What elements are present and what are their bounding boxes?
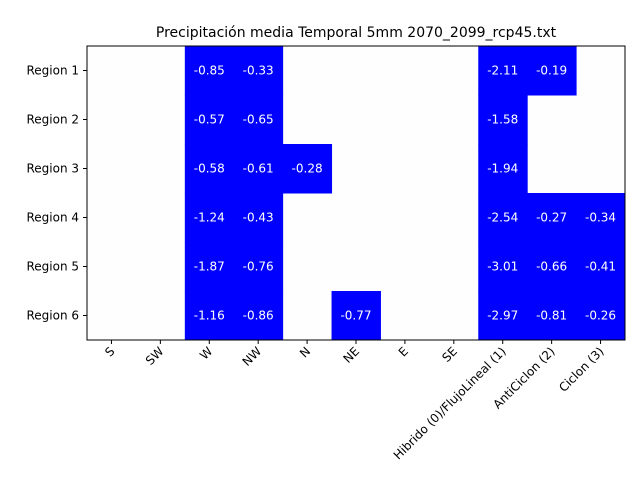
cell-value-label: -0.61 [243, 162, 274, 176]
heatmap-cell [478, 291, 528, 341]
cell-value-label: -0.26 [585, 309, 616, 323]
heatmap-cell [184, 291, 235, 341]
cell-value-label: -0.65 [243, 113, 274, 127]
cell-value-label: -3.01 [487, 260, 518, 274]
cell-value-label: -0.41 [585, 260, 616, 274]
cell-value-label: -0.27 [536, 211, 567, 225]
heatmap-cell [478, 242, 528, 292]
heatmap-cell [233, 242, 284, 292]
chart-title: Precipitación media Temporal 5mm 2070_20… [156, 25, 557, 41]
cell-value-label: -1.16 [194, 309, 225, 323]
y-tick-label: Region 5 [26, 260, 79, 274]
x-tick-label: Ciclon (3) [556, 344, 606, 394]
heatmap-cell [478, 144, 528, 194]
cell-value-label: -1.94 [487, 162, 518, 176]
cell-value-label: -0.58 [194, 162, 225, 176]
heatmap-cell [527, 291, 577, 341]
heatmap-cell [184, 193, 235, 243]
heatmap-cell [331, 291, 381, 341]
cell-value-label: -1.87 [194, 260, 225, 274]
y-tick-label: Region 3 [26, 162, 79, 176]
y-tick-label: Region 1 [26, 64, 79, 78]
heatmap-cell [478, 46, 528, 96]
cell-value-label: -1.58 [487, 113, 518, 127]
heatmap-cell [527, 242, 577, 292]
heatmap-cell [184, 242, 235, 292]
heatmap-cells [87, 46, 626, 341]
cell-value-label: -0.86 [243, 309, 274, 323]
heatmap-cell [576, 193, 626, 243]
cell-value-label: -0.33 [243, 64, 274, 78]
heatmap-cell [233, 144, 284, 194]
cell-value-label: -0.28 [292, 162, 323, 176]
cell-value-label: -0.85 [194, 64, 225, 78]
heatmap-cell [233, 95, 284, 145]
heatmap-cell [184, 144, 235, 194]
heatmap-cell [282, 144, 333, 194]
x-tick-label: NW [240, 344, 265, 369]
heatmap-cell [527, 46, 577, 96]
cell-value-label: -1.24 [194, 211, 225, 225]
cell-value-label: -0.34 [585, 211, 616, 225]
heatmap-cell [233, 291, 284, 341]
y-axis-ticks: Region 1 Region 2 Region 3 Region 4 Region 5… [26, 64, 87, 323]
heatmap-cell-labels: -0.85 -0.33 -2.11 -0.19 -0.57 -0.65 -1.58 -0.58… [194, 64, 616, 323]
y-tick-label: Region 6 [26, 309, 79, 323]
heatmap-cell [233, 46, 284, 96]
y-tick-label: Region 4 [26, 211, 79, 225]
cell-value-label: -0.43 [243, 211, 274, 225]
cell-value-label: -0.77 [340, 309, 371, 323]
x-tick-label: N [297, 344, 313, 360]
x-tick-label: S [102, 344, 117, 359]
y-tick-label: Region 2 [26, 113, 79, 127]
x-tick-label: SE [439, 344, 460, 365]
cell-value-label: -2.54 [487, 211, 518, 225]
cell-value-label: -0.76 [243, 260, 274, 274]
cell-value-label: -2.11 [487, 64, 518, 78]
heatmap-cell [576, 291, 626, 341]
x-tick-label: E [396, 344, 411, 359]
x-tick-label: NE [341, 344, 363, 366]
heatmap-cell [233, 193, 284, 243]
x-tick-label: W [197, 344, 215, 362]
heatmap-cell [184, 95, 235, 145]
cell-value-label: -0.81 [536, 309, 567, 323]
cell-value-label: -0.19 [536, 64, 567, 78]
heatmap-cell [184, 46, 235, 96]
heatmap-cell [527, 193, 577, 243]
cell-value-label: -0.66 [536, 260, 567, 274]
cell-value-label: -0.57 [194, 113, 225, 127]
x-tick-label: SW [143, 344, 167, 368]
heatmap-cell [478, 95, 528, 145]
heatmap-cell [576, 242, 626, 292]
cell-value-label: -2.97 [487, 309, 518, 323]
heatmap-cell [478, 193, 528, 243]
